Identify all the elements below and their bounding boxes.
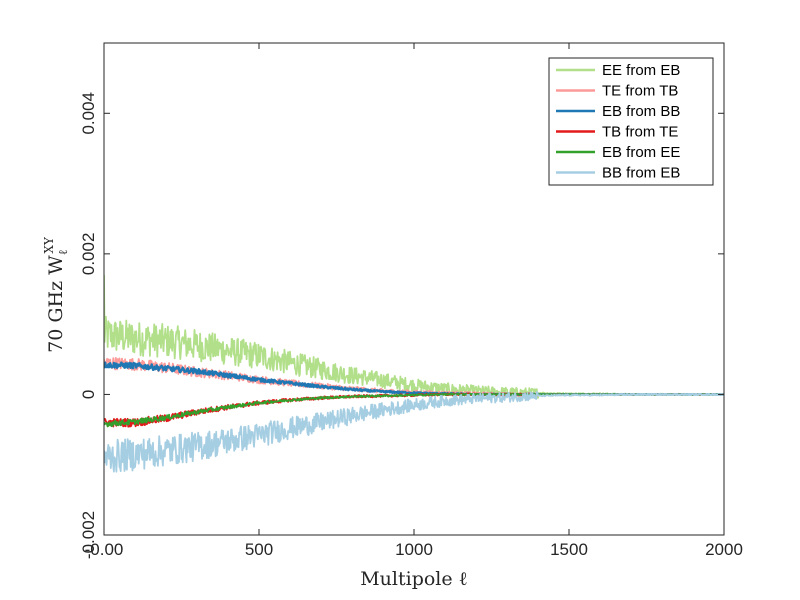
x-tick-label: 1500: [550, 540, 588, 559]
y-axis-title-sup: XY: [42, 236, 56, 254]
y-tick-label: 0.004: [79, 92, 98, 135]
legend-label: BB from EB: [602, 165, 680, 182]
legend-label: EE from EB: [602, 62, 680, 79]
y-axis-title-prefix: 70 GHz W: [45, 255, 67, 353]
y-axis-title: 70 GHz WℓXY: [42, 236, 70, 353]
legend-box: [548, 57, 714, 186]
legend-label: TE from TB: [602, 83, 678, 100]
x-tick-label: 2000: [705, 540, 743, 559]
legend-label: TB from TE: [602, 124, 678, 141]
y-tick-label: -0.002: [79, 511, 98, 559]
x-tick-label: 1000: [395, 540, 433, 559]
axes: -0.00 500 1000 1500 2000 -0.002 0 0.002 0.004: [79, 42, 743, 559]
legend: EE from EB TE from TB EB from BB TB from TE…: [548, 57, 714, 186]
series-layer: [104, 274, 724, 473]
series-line-ee-from-eb: [104, 274, 724, 399]
series-line-bb-from-eb: [104, 391, 724, 473]
legend-label: EB from BB: [602, 103, 680, 120]
x-tick-label: 500: [245, 540, 273, 559]
legend-label: EB from EE: [602, 144, 680, 161]
y-axis-title-sub: ℓ: [56, 249, 70, 255]
x-tick-label: -0.00: [85, 540, 124, 559]
y-tick-label: 0.002: [79, 233, 98, 276]
y-tick-label: 0: [79, 390, 98, 399]
x-axis-title: Multipole ℓ: [360, 568, 468, 590]
